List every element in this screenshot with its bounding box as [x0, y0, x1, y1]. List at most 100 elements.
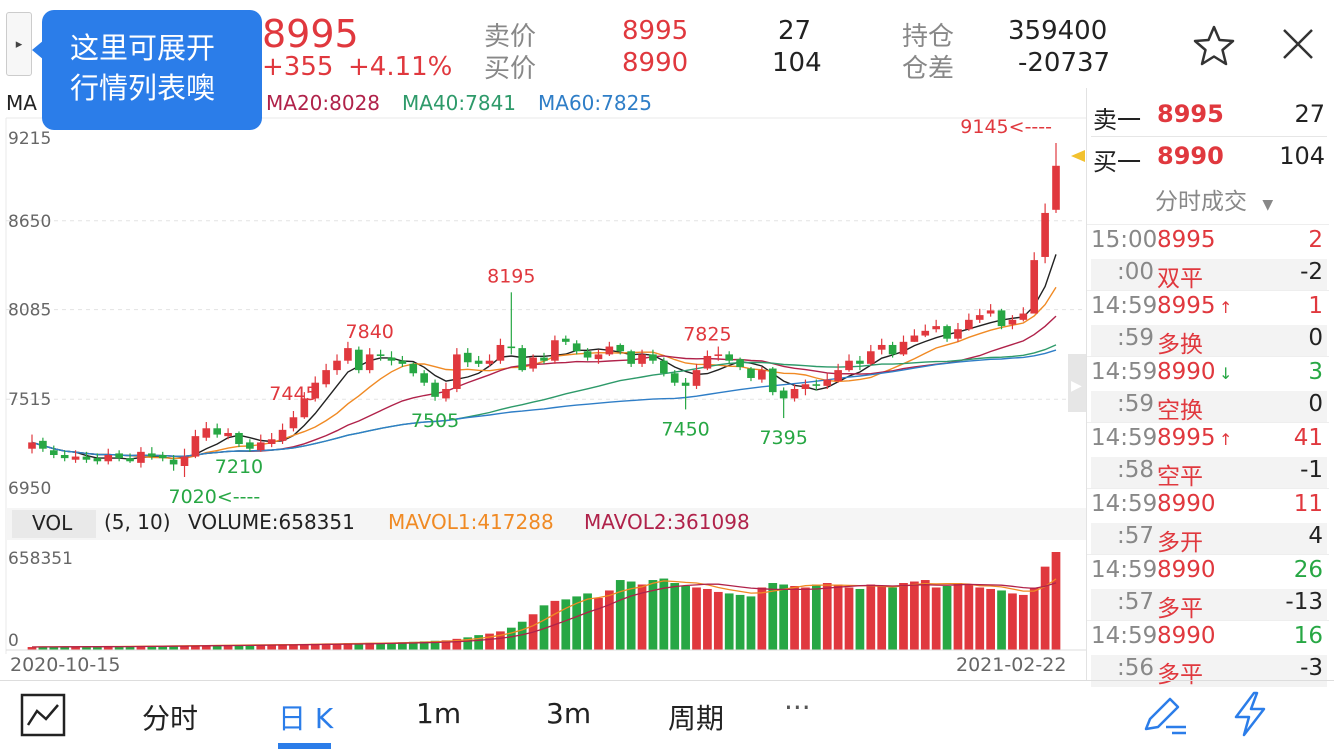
- oi-diff-label: 仓差: [902, 54, 955, 84]
- expand-tooltip[interactable]: 这里可展开 行情列表噢: [32, 10, 262, 130]
- candle-body: [1052, 165, 1060, 210]
- candle-body: [692, 370, 701, 386]
- oi-diff-value: -20737: [1018, 48, 1111, 78]
- vol-indicator-label: VOL: [32, 511, 73, 535]
- volume-bar: [223, 644, 233, 650]
- volume-bar: [1018, 594, 1028, 650]
- tab-intraday[interactable]: 分时: [142, 702, 199, 735]
- tab-3m[interactable]: 3m: [546, 697, 592, 730]
- volume-bar: [888, 587, 897, 650]
- volume-bar: [953, 583, 963, 650]
- bid-price: 8990: [622, 48, 689, 78]
- candle-body: [387, 357, 396, 361]
- volume-bar: [735, 594, 745, 650]
- candle-body: [725, 354, 734, 361]
- trade-type: 多平: [1157, 662, 1203, 688]
- candle-body: [997, 310, 1006, 327]
- candle-body: [954, 329, 962, 339]
- volume-tick-label: 0: [8, 631, 19, 651]
- candle-body: [28, 442, 36, 449]
- candle-body: [300, 398, 309, 418]
- candle-body: [975, 315, 984, 320]
- tab-daily-k[interactable]: 日 K: [278, 702, 334, 735]
- price-annotation: 7505: [411, 410, 459, 432]
- trades-section-title[interactable]: 分时成交 ▼: [1155, 182, 1273, 216]
- volume-bar: [310, 643, 320, 650]
- trade-type: 双平: [1157, 266, 1203, 292]
- volume-bar: [583, 593, 592, 650]
- trade-price: 8995: [1157, 293, 1216, 319]
- volume-bar: [506, 627, 516, 650]
- draw-pen-icon[interactable]: [1140, 693, 1190, 737]
- more-tabs-button[interactable]: ···: [784, 691, 811, 724]
- kline-chart[interactable]: MA MA20:8028 MA40:7841 MA60:7825 9215 865…: [0, 88, 1086, 680]
- volume-bar: [278, 644, 287, 650]
- volume-bar: [899, 583, 908, 650]
- candle-body: [888, 344, 897, 355]
- volume-bar: [82, 646, 91, 650]
- trade-time: 14:59: [1091, 557, 1158, 583]
- volume-bar: [103, 646, 113, 650]
- trade-volume: 11: [1293, 491, 1323, 517]
- vol-indicator-select[interactable]: [12, 510, 96, 538]
- candle-body: [39, 440, 47, 449]
- line-chart-icon[interactable]: [20, 693, 66, 737]
- trade-time: 14:59: [1091, 359, 1158, 385]
- candle-body: [649, 354, 657, 361]
- price-annotation: 8195: [487, 265, 535, 287]
- candle-body: [267, 439, 276, 444]
- chevron-down-icon: ▼: [1262, 197, 1274, 213]
- book-divider: [1091, 136, 1327, 137]
- expand-list-handle[interactable]: ▸: [6, 12, 32, 76]
- volume-bar: [60, 646, 70, 650]
- volume-bar: [441, 640, 451, 650]
- candle-body: [213, 428, 222, 435]
- scroll-right-handle[interactable]: [1068, 354, 1086, 412]
- trade-price: 8990: [1157, 623, 1216, 649]
- tab-1m[interactable]: 1m: [416, 697, 462, 730]
- trade-type: 多平: [1157, 596, 1203, 622]
- candle-body: [834, 370, 842, 382]
- volume-bar: [779, 584, 789, 650]
- trade-row: 14:59 8995 ↑ 1:59 多换 0: [1087, 290, 1329, 358]
- ma20-line: [31, 315, 1057, 458]
- lightning-icon[interactable]: [1230, 691, 1270, 737]
- tab-period[interactable]: 周期: [668, 702, 725, 735]
- candle-body: [311, 382, 320, 399]
- ma20-legend: MA20:8028: [266, 91, 380, 115]
- star-icon[interactable]: [1192, 24, 1236, 68]
- volume-bar: [408, 641, 418, 650]
- volume-bar: [71, 646, 80, 650]
- candle-body: [747, 368, 755, 378]
- candle-body: [583, 351, 592, 358]
- candle-body: [485, 360, 494, 364]
- volume-bar: [136, 645, 146, 650]
- candle-body: [82, 456, 91, 460]
- volume-bar: [746, 596, 756, 650]
- trade-row: 14:59 8990 ↓ 3:59 空换 0: [1087, 356, 1329, 424]
- trade-price: 8995: [1157, 227, 1216, 253]
- candle-body: [496, 344, 505, 361]
- candle-body: [137, 451, 145, 463]
- volume-bar: [910, 581, 919, 650]
- sell1-label: 卖一: [1093, 106, 1141, 134]
- ask-volume: 27: [778, 16, 812, 46]
- candle-body: [812, 384, 821, 386]
- volume-bar: [648, 580, 658, 650]
- trade-oi-diff: -2: [1300, 259, 1323, 285]
- close-icon[interactable]: [1280, 26, 1316, 62]
- bid-volume: 104: [772, 48, 822, 78]
- trade-oi-diff: 4: [1308, 523, 1323, 549]
- volume-bar: [986, 588, 995, 650]
- candle-body: [627, 351, 635, 364]
- volume-bar: [169, 645, 178, 650]
- price-tick-label: 9215: [8, 129, 51, 149]
- candle-body: [1019, 313, 1028, 320]
- candle-body: [442, 388, 450, 399]
- trade-volume: 3: [1308, 359, 1323, 385]
- volume-bar: [605, 590, 614, 650]
- candle-body: [845, 360, 853, 371]
- volume-bar: [27, 647, 37, 650]
- volume-legend-bar: [6, 508, 1086, 540]
- volume-bar: [245, 644, 255, 650]
